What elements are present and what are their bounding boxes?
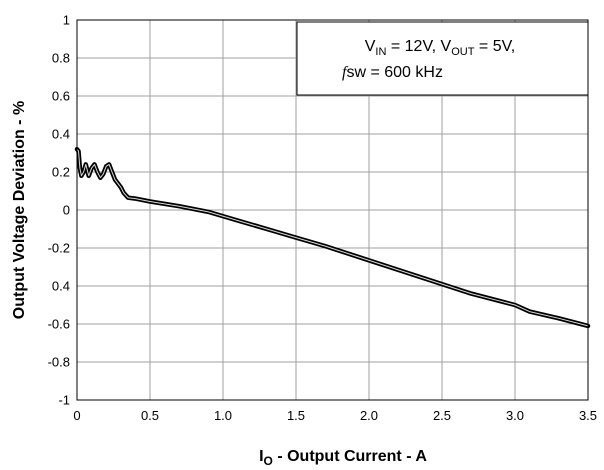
x-tick-label: 3.5 (579, 408, 597, 423)
y-tick-label: -0.6 (48, 317, 70, 332)
x-tick-label: 0 (73, 408, 80, 423)
x-axis-label: IO - Output Current - A (259, 448, 427, 468)
x-tick-label: 2.5 (433, 408, 451, 423)
annotation-line-1: VIN = 12V, VOUT = 5V, (365, 38, 515, 58)
y-tick-label: 0.4 (52, 279, 70, 294)
y-tick-label: 1 (63, 13, 70, 28)
y-tick-label: 0.4 (52, 127, 70, 142)
annotation-line-2: fsw = 600 kHz (342, 64, 443, 81)
plot-frame (76, 19, 589, 401)
y-axis-label: Output Voltage Deviation - % (11, 101, 28, 319)
y-tick-label: 0.6 (52, 89, 70, 104)
y-tick-label: 0 (63, 203, 70, 218)
y-tick-labels: 1 0.8 0.6 0.4 0.2 0 -0.2 0.4 -0.6 -0.8 -1 (48, 13, 70, 408)
x-tick-label: 0.5 (141, 408, 159, 423)
annotation-frame (296, 21, 589, 96)
x-tick-label: 1.5 (287, 408, 305, 423)
y-tick-label: -0.8 (48, 355, 70, 370)
series-line (74, 146, 591, 329)
y-tick-label: 0.2 (52, 165, 70, 180)
x-tick-labels: 0 0.5 1.0 1.5 2.0 2.5 3.0 3.5 (73, 408, 597, 423)
y-tick-label: 0.8 (52, 51, 70, 66)
y-tick-label: -1 (58, 393, 70, 408)
x-tick-label: 1.0 (214, 408, 232, 423)
y-tick-label: -0.2 (48, 241, 70, 256)
series-group (74, 146, 591, 329)
x-tick-label: 3.0 (506, 408, 524, 423)
x-tick-label: 2.0 (360, 408, 378, 423)
annotation-box: VIN = 12V, VOUT = 5V, fsw = 600 kHz (296, 21, 589, 96)
series-line-core (76, 148, 589, 327)
